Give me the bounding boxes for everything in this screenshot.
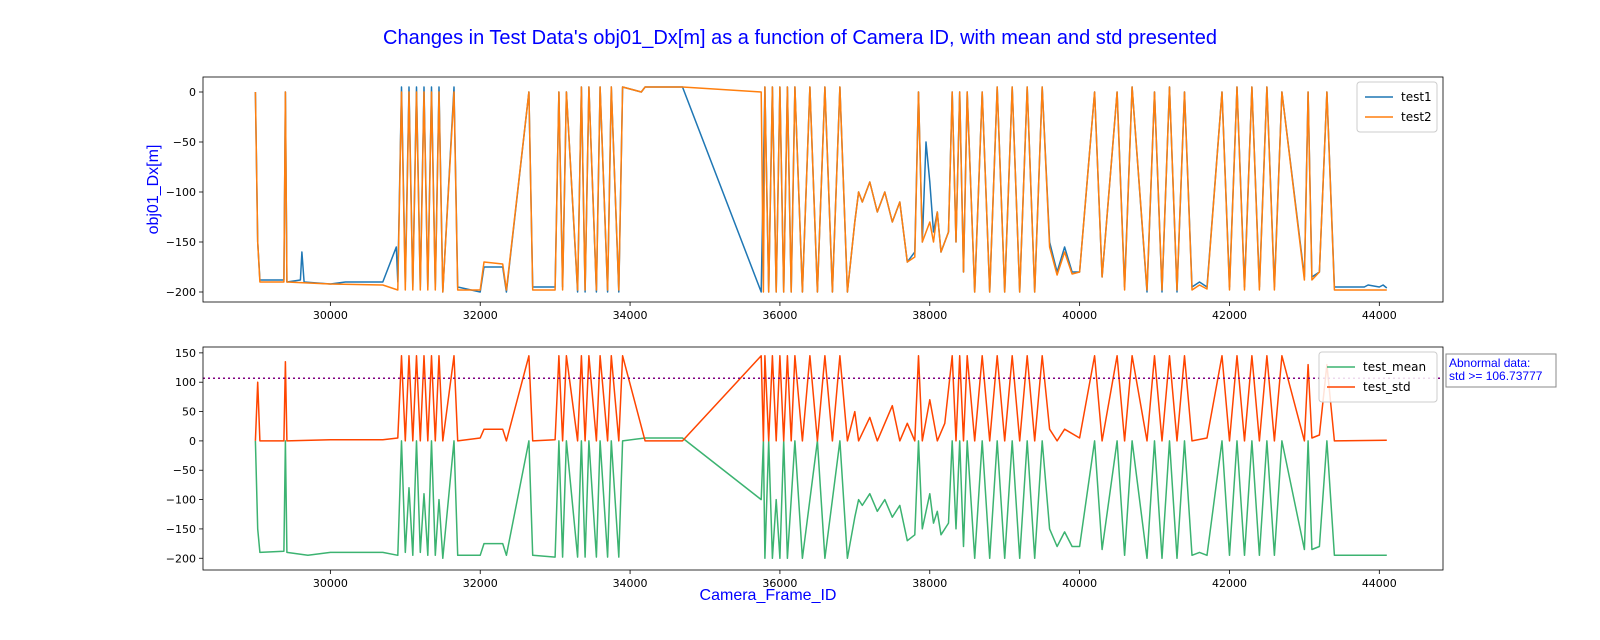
legend-box [1356, 81, 1438, 133]
x-axis-label: Camera_Frame_ID [700, 587, 837, 604]
x-tick-label: 36000 [762, 577, 797, 590]
annotation-text: std >= 106.73777 [1449, 369, 1543, 383]
chart-panel-1: 30000 32000 34000 36000 38000 40000 42000 44000… [145, 76, 1444, 322]
series-line-test_std [254, 355, 1387, 442]
annotation-text: Abnormal data: [1449, 356, 1530, 370]
series-line-test_mean [254, 437, 1387, 560]
x-tick-label: 34000 [613, 309, 648, 322]
legend-label: test_mean [1363, 360, 1426, 374]
x-tick-label: 30000 [313, 577, 348, 590]
legend: test_mean test_std [1318, 351, 1438, 403]
x-tick-label: 38000 [912, 577, 947, 590]
x-tick-label: 36000 [762, 309, 797, 322]
axes-frame [202, 346, 1444, 571]
axes-frame [202, 76, 1444, 303]
y-tick-label: −150 [166, 523, 196, 536]
legend-label: test_std [1363, 380, 1411, 394]
y-tick-label: −150 [166, 236, 196, 249]
y-tick-label: 0 [189, 435, 196, 448]
x-tick-label: 38000 [912, 309, 947, 322]
chart-panel-2: 30000 32000 34000 36000 38000 40000 42000 44000… [166, 346, 1557, 604]
x-tick-label: 30000 [313, 309, 348, 322]
y-tick-label: −100 [166, 186, 196, 199]
legend-label: test2 [1401, 110, 1432, 124]
chart-title: Changes in Test Data's obj01_Dx[m] as a … [383, 27, 1217, 49]
y-tick-label: 50 [182, 406, 196, 419]
series-line-test2 [254, 86, 1387, 293]
y-tick-label: 0 [189, 86, 196, 99]
y-tick-label: 150 [175, 347, 196, 360]
x-tick-label: 40000 [1062, 577, 1097, 590]
legend-label: test1 [1401, 90, 1432, 104]
x-tick-label: 40000 [1062, 309, 1097, 322]
y-tick-label: −200 [166, 286, 196, 299]
x-tick-label: 34000 [613, 577, 648, 590]
abnormal-annotation: Abnormal data:std >= 106.73777 [1445, 353, 1557, 388]
x-tick-label: 42000 [1212, 577, 1247, 590]
annotation-box [1445, 353, 1557, 388]
x-tick-label: 44000 [1362, 309, 1397, 322]
x-tick-label: 44000 [1362, 577, 1397, 590]
x-tick-label: 32000 [463, 309, 498, 322]
legend: test1 test2 [1356, 81, 1438, 133]
y-axis-label: obj01_Dx[m] [145, 145, 162, 235]
y-tick-label: 100 [175, 376, 196, 389]
x-tick-label: 42000 [1212, 309, 1247, 322]
y-tick-label: −200 [166, 552, 196, 565]
y-tick-label: −50 [173, 464, 196, 477]
x-tick-label: 32000 [463, 577, 498, 590]
y-tick-label: −50 [173, 136, 196, 149]
legend-box [1318, 351, 1438, 403]
y-tick-label: −100 [166, 494, 196, 507]
